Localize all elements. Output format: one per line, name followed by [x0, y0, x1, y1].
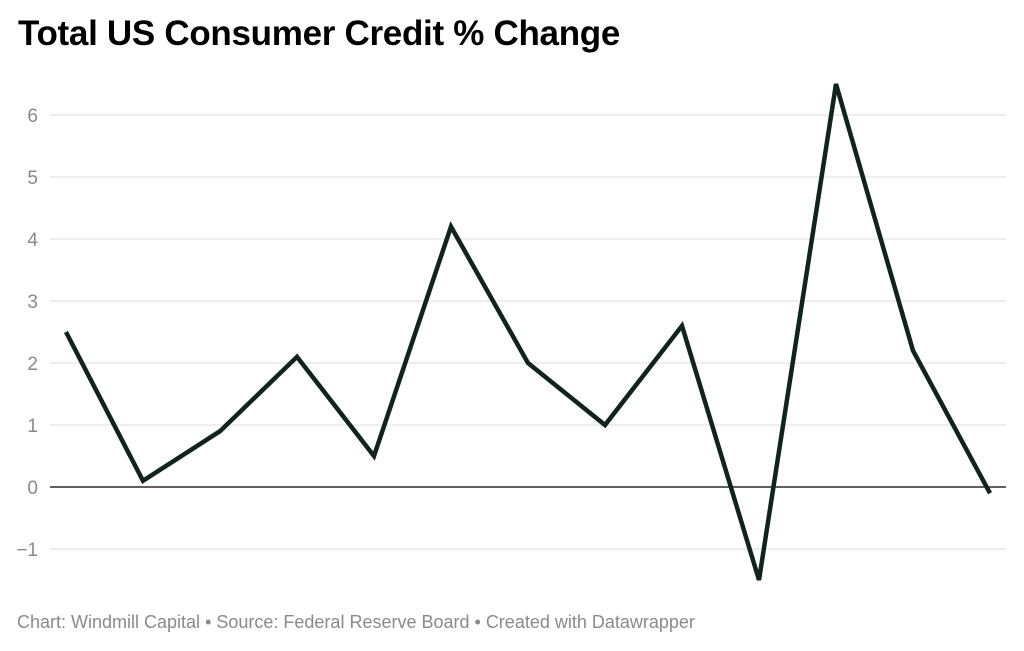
footer-separator: • — [200, 612, 217, 632]
y-tick-label: 5 — [27, 168, 38, 189]
chart-title: Total US Consumer Credit % Change — [18, 14, 621, 53]
line-chart: −1 0 1 2 3 4 5 6 — [16, 83, 1006, 581]
y-tick-label: 4 — [27, 230, 38, 251]
series-line — [64, 83, 992, 581]
y-tick-label: 3 — [27, 292, 38, 313]
footer-created: Created with Datawrapper — [485, 612, 695, 632]
chart-footer: Chart: Windmill Capital • Source: Federa… — [17, 612, 695, 633]
y-axis-tick-labels: −1 0 1 2 3 4 5 6 — [16, 106, 38, 561]
series-group — [64, 83, 992, 581]
footer-credit: Chart: Windmill Capital — [17, 612, 201, 632]
y-tick-label: 6 — [27, 106, 38, 127]
y-tick-label: −1 — [16, 540, 38, 561]
y-tick-label: 1 — [27, 416, 38, 437]
gridlines — [50, 114, 1006, 550]
y-tick-label: 0 — [27, 478, 38, 499]
y-tick-label: 2 — [27, 354, 38, 375]
footer-source: Source: Federal Reserve Board — [216, 612, 470, 632]
footer-separator: • — [469, 612, 486, 632]
